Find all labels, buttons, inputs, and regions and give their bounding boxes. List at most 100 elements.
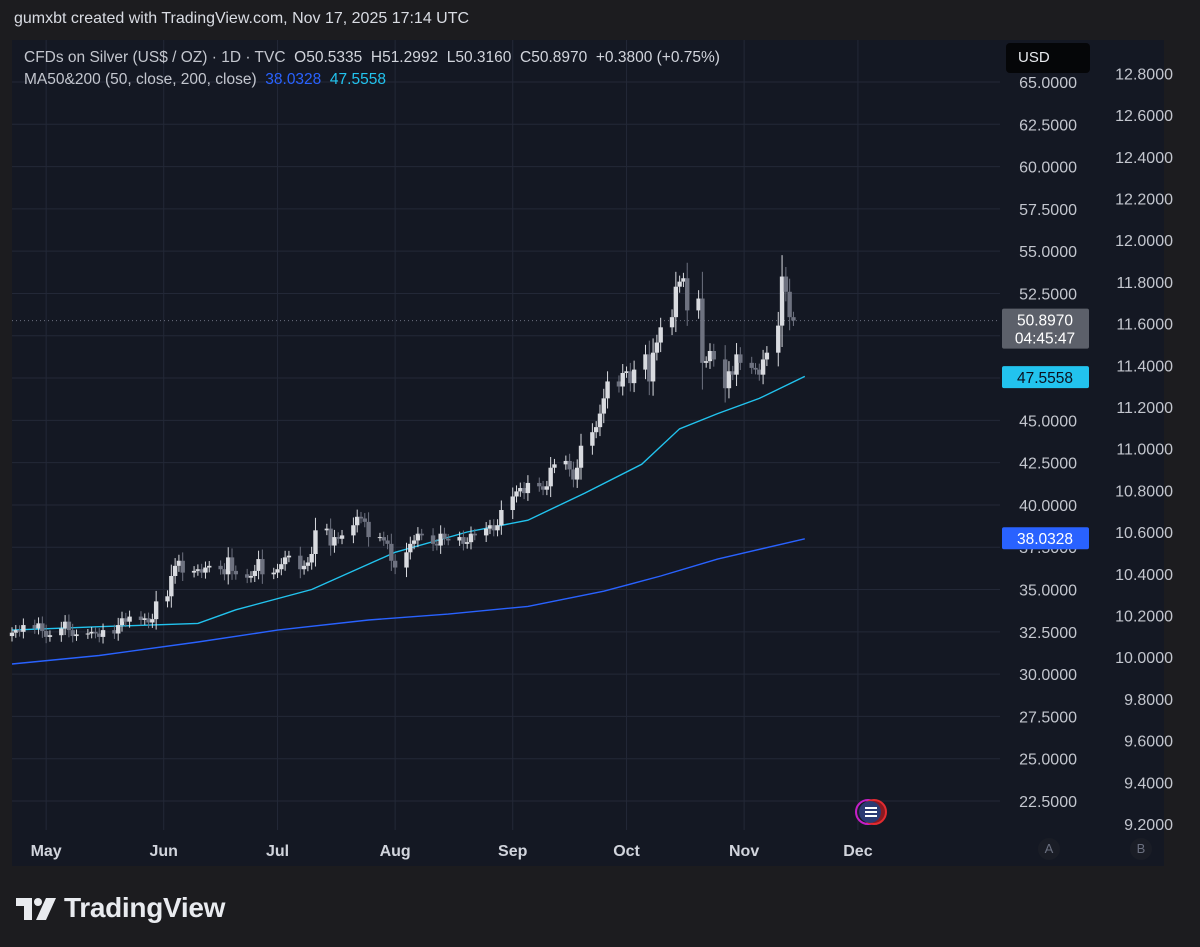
candle <box>138 611 144 626</box>
candle <box>658 317 663 353</box>
tradingview-logo-text: TradingView <box>64 892 226 923</box>
candle <box>207 561 212 573</box>
scale-a-button[interactable]: A <box>1038 838 1060 860</box>
candle <box>89 627 94 639</box>
ma50-line <box>11 375 806 631</box>
candle <box>472 528 477 541</box>
candle <box>491 519 496 537</box>
candle <box>601 388 606 424</box>
candle <box>495 519 500 537</box>
y-tick-label-left: 25.0000 <box>1019 752 1077 769</box>
candle <box>722 345 728 403</box>
x-tick-label: Dec <box>843 843 872 860</box>
candle <box>434 539 440 551</box>
candle <box>537 477 542 492</box>
candle <box>100 623 106 644</box>
low-value: L50.3160 <box>446 49 512 66</box>
candle <box>730 365 735 381</box>
y-tick-label-left: 27.5000 <box>1019 709 1077 726</box>
change-value: +0.3800 (+0.75%) <box>595 49 720 66</box>
candle <box>544 480 550 496</box>
candle <box>567 453 572 477</box>
candle <box>199 563 204 579</box>
candle <box>62 615 68 636</box>
y-tick-label-left: 62.5000 <box>1019 117 1077 134</box>
candle <box>442 527 447 545</box>
candle <box>616 375 622 393</box>
y-tick-label-right: 10.2000 <box>1115 609 1173 626</box>
candle <box>203 561 208 579</box>
candle <box>457 531 462 546</box>
candle <box>389 533 394 571</box>
candle <box>673 271 679 333</box>
candle <box>711 343 716 367</box>
candle <box>575 459 580 488</box>
candle <box>776 311 781 367</box>
y-tick-label-right: 10.0000 <box>1115 650 1173 667</box>
x-tick-label: Jun <box>150 843 178 860</box>
candle <box>146 612 151 629</box>
candle <box>252 564 257 583</box>
candle <box>226 547 231 585</box>
candle <box>21 618 26 639</box>
y-tick-label-left: 45.0000 <box>1019 413 1077 430</box>
candle <box>696 290 701 319</box>
candle <box>85 628 91 639</box>
candle <box>248 571 254 583</box>
candle <box>787 278 792 331</box>
candle <box>650 338 656 396</box>
ma200-value: 38.0328 <box>265 71 322 88</box>
candle <box>647 340 652 396</box>
candle <box>97 628 102 643</box>
candle <box>578 433 584 480</box>
candle <box>597 404 603 437</box>
candle <box>32 619 37 634</box>
candle <box>362 513 367 528</box>
candle <box>703 356 709 368</box>
candle <box>301 560 307 575</box>
tradingview-logo[interactable]: TradingView <box>16 892 225 924</box>
y-tick-label-right: 11.6000 <box>1116 317 1173 334</box>
indicator-title[interactable]: MA50&200 (50, close, 200, close) <box>24 71 257 88</box>
y-tick-label-right: 11.0000 <box>1116 442 1173 459</box>
candle <box>461 530 466 551</box>
candle <box>628 362 633 392</box>
candle <box>681 272 686 288</box>
candle <box>734 343 739 387</box>
y-tick-label-right: 12.2000 <box>1115 192 1173 209</box>
candle <box>499 500 504 535</box>
candle <box>571 461 576 488</box>
candle <box>392 554 398 575</box>
candle <box>749 356 754 374</box>
x-tick-label: Sep <box>498 843 528 860</box>
scale-b-button[interactable]: B <box>1130 838 1152 860</box>
candle <box>446 533 451 546</box>
y-tick-label-left: 30.0000 <box>1019 667 1077 684</box>
candle <box>726 361 732 399</box>
y-tick-label-left: 22.5000 <box>1019 794 1077 811</box>
symbol-title[interactable]: CFDs on Silver (US$ / OZ) · 1D · TVC <box>24 49 286 66</box>
currency-button[interactable]: USD <box>1006 43 1090 73</box>
candle <box>328 518 333 556</box>
candle <box>127 610 132 628</box>
chart-panel[interactable] <box>12 40 1164 866</box>
y-tick-label-left: 52.5000 <box>1019 286 1077 303</box>
candle <box>229 548 235 580</box>
candle <box>47 630 53 642</box>
candle <box>119 611 125 632</box>
candle <box>510 487 515 519</box>
candle <box>757 363 762 381</box>
y-tick-label-left: 65.0000 <box>1019 75 1077 92</box>
chart-attribution: gumxbt created with TradingView.com, Nov… <box>14 10 470 27</box>
candle <box>66 614 72 638</box>
y-tick-label-left: 60.0000 <box>1019 160 1077 177</box>
candle <box>74 629 79 641</box>
candle <box>753 363 758 375</box>
candle <box>707 343 713 369</box>
candle <box>336 532 341 544</box>
y-tick-label-left: 42.5000 <box>1019 456 1077 473</box>
candle <box>764 346 770 367</box>
y-tick-label-right: 9.6000 <box>1124 734 1173 751</box>
svg-text:04:45:47: 04:45:47 <box>1015 331 1075 348</box>
